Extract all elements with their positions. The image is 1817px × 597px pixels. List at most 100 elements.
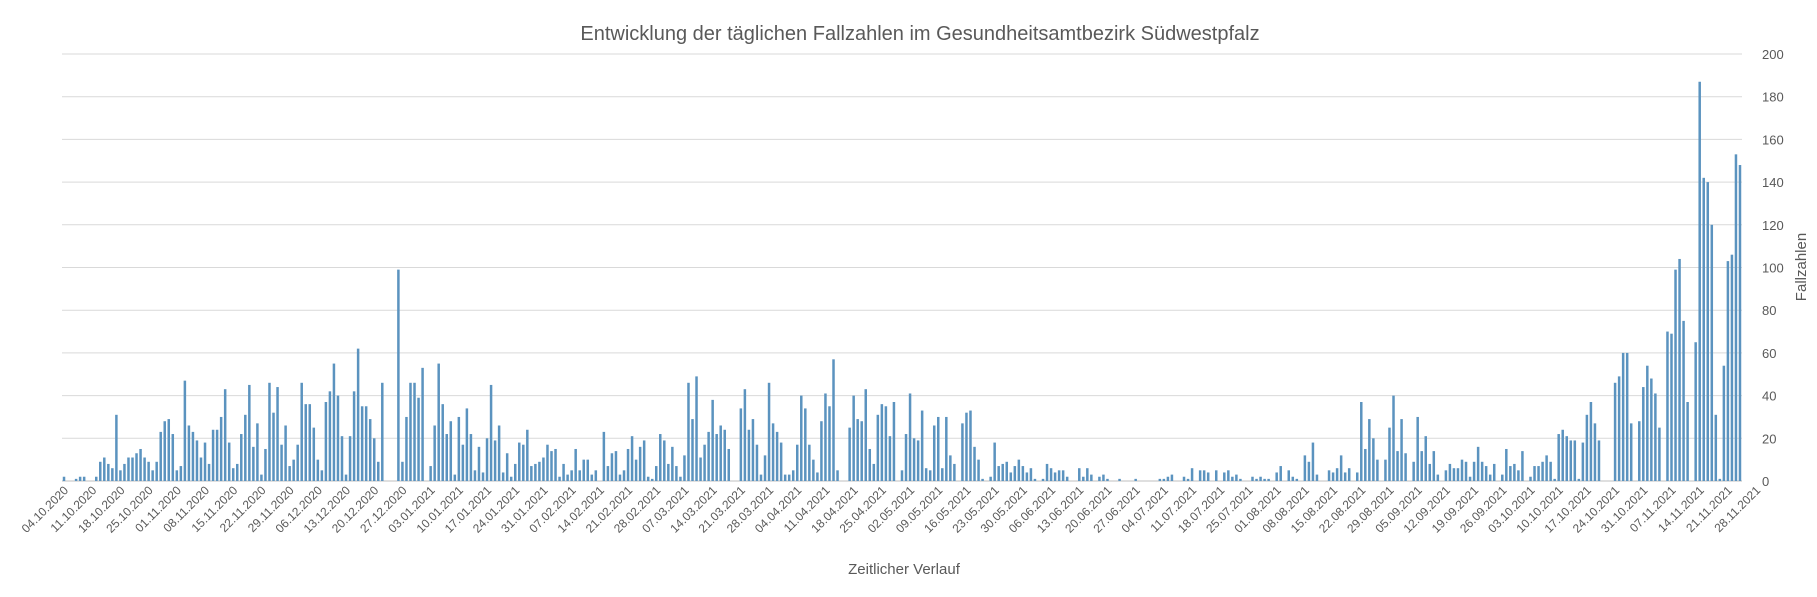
bar	[663, 440, 666, 481]
bar	[1057, 470, 1061, 481]
bar	[433, 425, 436, 481]
bar	[207, 463, 211, 481]
y-tick-label: 80	[1762, 303, 1776, 318]
bar	[977, 459, 980, 481]
bar	[1420, 451, 1423, 481]
bar	[489, 384, 493, 481]
bar	[1078, 468, 1081, 481]
bar	[405, 416, 408, 481]
bar	[1484, 466, 1488, 481]
bar	[1460, 459, 1464, 481]
bar	[1597, 440, 1601, 481]
bar	[659, 434, 662, 481]
bar	[558, 476, 561, 481]
bar	[1005, 461, 1008, 481]
bar	[828, 406, 831, 481]
bar	[791, 470, 795, 481]
bar	[1617, 376, 1621, 481]
bar	[171, 434, 175, 481]
bar	[650, 478, 654, 481]
bar	[1678, 258, 1681, 481]
bar	[1666, 331, 1669, 481]
bar	[1553, 478, 1556, 481]
bar	[872, 463, 876, 481]
bar	[1001, 463, 1004, 481]
bar	[546, 444, 549, 481]
bar	[973, 446, 976, 481]
bar	[1090, 474, 1093, 481]
bar	[638, 446, 642, 481]
bar	[1263, 478, 1266, 481]
bar	[421, 367, 424, 481]
bar	[1642, 387, 1645, 481]
bar	[912, 438, 916, 481]
y-tick-label: 0	[1762, 474, 1769, 489]
bar	[1013, 466, 1017, 481]
bar	[1106, 478, 1109, 481]
bar	[1025, 472, 1029, 481]
bars-group	[62, 81, 1742, 482]
bar	[401, 461, 404, 481]
bar	[103, 457, 106, 481]
bar	[723, 429, 726, 481]
bar	[147, 461, 150, 481]
bar	[1231, 476, 1234, 481]
bar	[1343, 472, 1347, 481]
bar	[900, 470, 904, 481]
bar	[715, 434, 718, 481]
bar	[626, 448, 630, 481]
bar	[1432, 451, 1436, 481]
bar	[574, 448, 577, 481]
bar	[562, 463, 565, 481]
bar	[296, 444, 299, 481]
bar	[646, 476, 650, 481]
bar	[683, 455, 686, 481]
bar	[1029, 468, 1033, 481]
bar	[932, 425, 936, 481]
bar	[195, 440, 199, 481]
bar	[1412, 461, 1415, 481]
bar	[1392, 395, 1395, 481]
y-axis-label: Fallzahlen	[1793, 233, 1810, 301]
bar	[981, 478, 984, 481]
bar	[1468, 476, 1472, 481]
bar	[457, 416, 461, 481]
bar	[1275, 472, 1278, 481]
bar	[1529, 476, 1532, 481]
bar	[1388, 427, 1391, 482]
bar	[244, 414, 247, 481]
bar	[1287, 470, 1291, 481]
bar	[74, 478, 78, 481]
y-tick-label: 120	[1762, 218, 1784, 233]
bar	[1086, 468, 1089, 481]
bar	[1335, 468, 1339, 481]
bar	[127, 457, 130, 481]
bar	[1291, 476, 1295, 481]
bar	[449, 421, 453, 481]
bar	[1045, 463, 1049, 481]
bar	[62, 476, 66, 481]
bar	[260, 474, 263, 481]
bar	[1307, 461, 1311, 481]
bar	[1424, 436, 1427, 481]
bar	[1650, 378, 1653, 481]
bar	[377, 461, 380, 481]
bar	[606, 466, 610, 481]
bar	[691, 419, 694, 481]
y-tick-label: 180	[1762, 90, 1784, 105]
bar	[1505, 448, 1508, 481]
bar	[231, 468, 235, 481]
bar	[163, 421, 166, 481]
bar	[1295, 478, 1299, 481]
bar	[284, 425, 287, 481]
bar	[1541, 461, 1544, 481]
bar	[1239, 478, 1242, 481]
bar	[324, 402, 328, 481]
bar	[175, 470, 179, 481]
bar	[969, 410, 972, 481]
bar	[1400, 419, 1403, 481]
bar	[880, 404, 884, 481]
bar	[1198, 470, 1202, 481]
bar	[143, 457, 146, 481]
y-tick-label: 140	[1762, 175, 1784, 190]
